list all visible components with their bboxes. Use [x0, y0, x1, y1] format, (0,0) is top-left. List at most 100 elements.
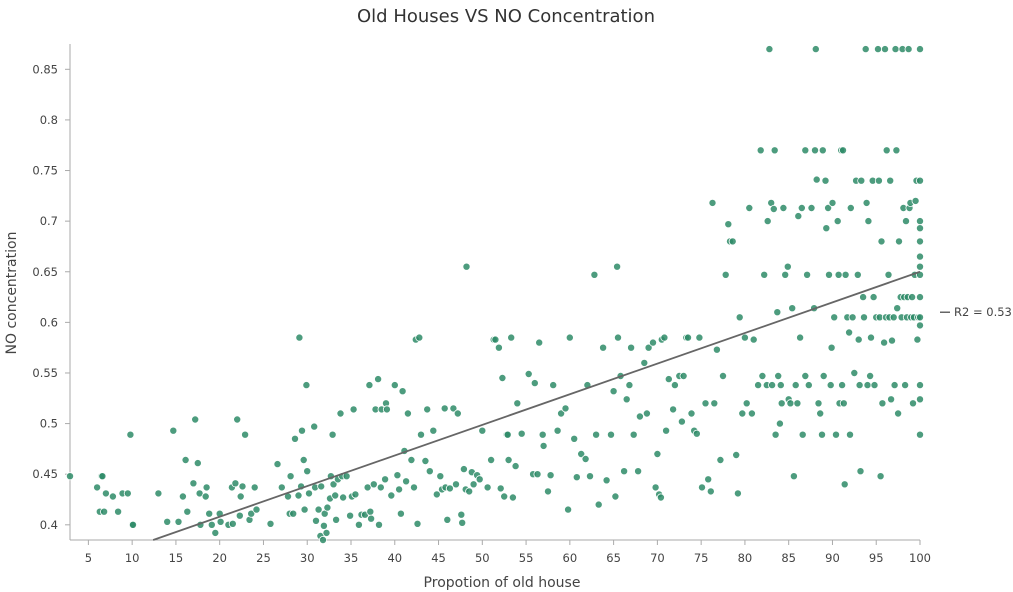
data-point: [649, 338, 658, 347]
data-point: [202, 483, 211, 492]
x-tick-label: 70: [650, 551, 665, 565]
data-point: [66, 472, 75, 481]
data-point: [336, 409, 345, 418]
data-point: [786, 399, 795, 408]
x-tick-label: 40: [387, 551, 402, 565]
data-point: [728, 237, 737, 246]
data-point: [613, 262, 622, 271]
data-point: [916, 321, 925, 330]
data-point: [874, 176, 883, 185]
data-point: [349, 405, 358, 414]
data-point: [507, 333, 516, 342]
data-point: [867, 333, 876, 342]
data-point: [611, 492, 620, 501]
data-point: [483, 483, 492, 492]
data-point: [586, 472, 595, 481]
data-point: [838, 381, 847, 390]
data-point: [191, 415, 200, 424]
data-point: [814, 399, 823, 408]
data-point: [635, 412, 644, 421]
data-point: [704, 475, 713, 484]
data-point: [393, 471, 402, 480]
data-point: [277, 483, 286, 492]
data-point: [201, 492, 210, 501]
data-point: [126, 430, 135, 439]
data-point: [735, 313, 744, 322]
data-point: [860, 313, 869, 322]
data-point: [828, 198, 837, 207]
data-point: [517, 429, 526, 438]
data-point: [231, 479, 240, 488]
data-point: [916, 224, 925, 233]
data-point: [299, 455, 308, 464]
data-point: [381, 475, 390, 484]
data-point: [339, 493, 348, 502]
data-point: [797, 203, 806, 212]
data-point: [861, 45, 870, 54]
data-point: [557, 409, 566, 418]
data-point: [478, 426, 487, 435]
data-point: [791, 381, 800, 390]
data-point: [902, 217, 911, 226]
data-point: [205, 509, 214, 518]
data-point: [687, 409, 696, 418]
data-point: [708, 198, 717, 207]
y-tick-label: 0.6: [40, 315, 58, 329]
y-tick-label: 0.75: [32, 164, 58, 178]
data-point: [756, 146, 765, 155]
data-point: [855, 381, 864, 390]
data-point: [594, 500, 603, 509]
data-point: [252, 505, 261, 514]
data-point: [721, 270, 730, 279]
x-tick-label: 90: [825, 551, 840, 565]
data-point: [846, 430, 855, 439]
y-tick-label: 0.55: [32, 366, 58, 380]
data-point: [236, 492, 245, 501]
data-point: [154, 489, 163, 498]
data-point: [503, 430, 512, 439]
data-point: [216, 517, 225, 526]
data-point: [390, 381, 399, 390]
data-point: [374, 375, 383, 384]
data-point: [487, 455, 496, 464]
data-point: [354, 520, 363, 529]
data-point: [622, 395, 631, 404]
data-point: [862, 198, 871, 207]
data-point: [890, 381, 899, 390]
y-tick-label: 0.65: [32, 265, 58, 279]
data-point: [317, 482, 326, 491]
data-point: [701, 399, 710, 408]
data-point: [553, 426, 562, 435]
data-point: [407, 455, 416, 464]
data-point: [916, 381, 925, 390]
data-point: [207, 520, 216, 529]
data-point: [250, 483, 259, 492]
data-point: [913, 335, 922, 344]
data-point: [651, 483, 660, 492]
data-point: [297, 426, 306, 435]
data-point: [539, 441, 548, 450]
data-point: [669, 405, 678, 414]
data-point: [193, 459, 202, 468]
data-point: [742, 399, 751, 408]
data-point: [816, 409, 825, 418]
data-point: [776, 381, 785, 390]
data-point: [712, 345, 721, 354]
data-point: [382, 405, 391, 414]
x-tick-label: 10: [125, 551, 140, 565]
data-point: [546, 471, 555, 480]
data-point: [577, 449, 586, 458]
data-point: [760, 270, 769, 279]
data-point: [273, 460, 282, 469]
data-point: [769, 204, 778, 213]
data-point: [840, 480, 849, 489]
data-point: [602, 476, 611, 485]
data-point: [511, 462, 520, 471]
data-point: [880, 338, 889, 347]
x-tick-label: 80: [738, 551, 753, 565]
data-point: [916, 395, 925, 404]
data-point: [779, 203, 788, 212]
data-point: [403, 409, 412, 418]
data-point: [233, 415, 242, 424]
